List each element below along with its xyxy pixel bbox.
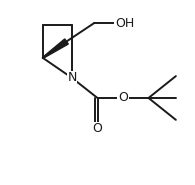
Text: OH: OH — [115, 17, 135, 30]
Polygon shape — [43, 39, 68, 58]
Text: O: O — [93, 122, 102, 135]
Text: N: N — [67, 71, 77, 84]
Text: O: O — [118, 91, 128, 105]
